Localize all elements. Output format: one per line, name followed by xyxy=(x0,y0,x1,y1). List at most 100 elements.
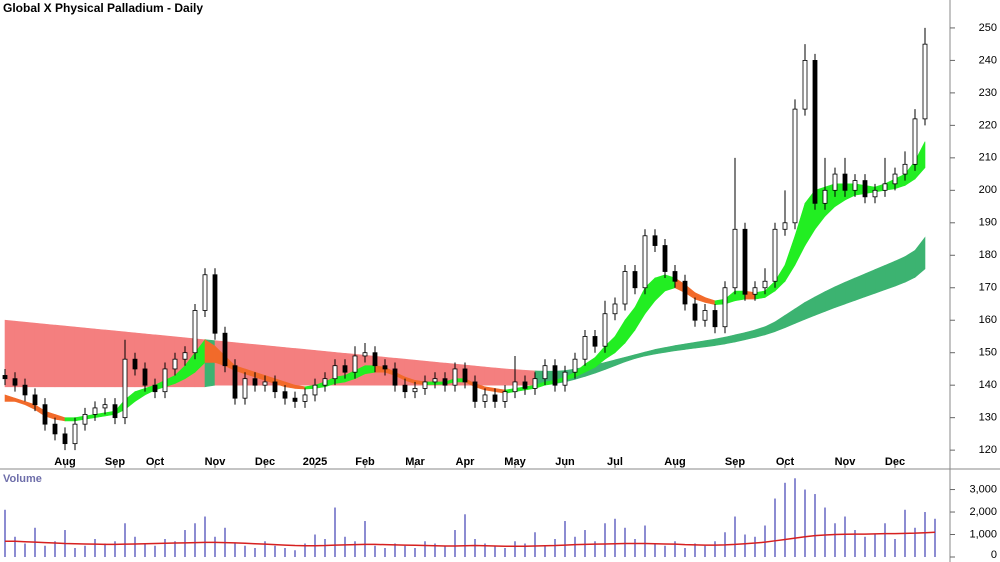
volume-average xyxy=(5,531,936,547)
y-tick-label: 140 xyxy=(979,379,997,391)
volume-bar xyxy=(644,525,646,557)
candle-body xyxy=(212,274,218,334)
candle-body xyxy=(152,384,158,393)
candle-body xyxy=(492,394,498,402)
candle-body xyxy=(432,378,438,383)
candle-body xyxy=(622,271,628,305)
candle-body xyxy=(382,365,388,370)
band-segment xyxy=(874,264,886,294)
volume-bar xyxy=(414,548,416,557)
band-segment xyxy=(914,141,926,180)
candle-body xyxy=(802,60,808,110)
volume-bar xyxy=(524,543,526,557)
candle-body xyxy=(342,365,348,373)
band-segment xyxy=(84,327,96,388)
volume-bar xyxy=(364,521,366,557)
volume-bar xyxy=(654,543,656,557)
candle-body xyxy=(122,358,128,419)
candle-body xyxy=(712,310,718,328)
band-segment xyxy=(834,281,846,308)
volume-bar xyxy=(604,523,606,557)
volume-bar xyxy=(734,516,736,557)
x-tick-label: Sep xyxy=(105,456,125,468)
volume-bar xyxy=(874,534,876,557)
volume-bar xyxy=(834,523,836,557)
y-tick-label: 3,000 xyxy=(969,483,997,495)
volume-bar xyxy=(854,530,856,557)
volume-bar xyxy=(374,545,376,557)
candle-body xyxy=(732,228,738,289)
band-segment xyxy=(44,323,56,388)
y-tick-label: 170 xyxy=(979,282,997,294)
candle-body xyxy=(132,358,138,370)
x-tick-label: Apr xyxy=(456,456,476,468)
y-tick-label: 0 xyxy=(991,549,997,561)
candle-body xyxy=(912,118,918,165)
volume-bar xyxy=(254,548,256,557)
candle-body xyxy=(262,381,268,386)
y-tick-label: 210 xyxy=(979,152,997,164)
volume-bar xyxy=(44,545,46,557)
band-segment xyxy=(494,367,506,386)
candle-body xyxy=(182,352,188,360)
volume-bar xyxy=(564,521,566,557)
volume-bar xyxy=(384,548,386,557)
candle-body xyxy=(702,310,708,321)
y-tick-label: 240 xyxy=(979,54,997,66)
band-segment xyxy=(54,324,66,388)
x-tick-label: Jul xyxy=(607,456,623,468)
band-segment xyxy=(14,320,26,388)
volume-bar xyxy=(494,545,496,557)
candle-body xyxy=(642,235,648,289)
candle-body xyxy=(562,371,568,386)
y-tick-label: 220 xyxy=(979,119,997,131)
candle-body xyxy=(52,423,58,435)
volume-bar xyxy=(804,489,806,557)
candle-body xyxy=(862,180,868,198)
y-tick-label: 120 xyxy=(979,444,997,456)
band-segment xyxy=(64,325,76,388)
x-tick-label: Dec xyxy=(255,456,275,468)
candle-body xyxy=(782,222,788,230)
volume-bar xyxy=(234,543,236,557)
volume-bar xyxy=(554,539,556,557)
volume-bar xyxy=(514,541,516,557)
volume-bar xyxy=(714,541,716,557)
volume-bar xyxy=(754,536,756,557)
candle-body xyxy=(292,397,298,402)
volume-bar xyxy=(14,536,16,557)
band-segment xyxy=(894,256,906,287)
volume-bar xyxy=(304,543,306,557)
candle-body xyxy=(882,183,888,191)
volume-bar xyxy=(894,539,896,557)
volume-bar xyxy=(74,548,76,557)
x-tick-label: Jun xyxy=(555,456,575,468)
volume-bar xyxy=(544,545,546,557)
candle-body xyxy=(872,189,878,198)
volume-bar xyxy=(394,543,396,557)
volume-bar xyxy=(784,482,786,557)
candle-body xyxy=(272,381,278,393)
y-tick-label: 180 xyxy=(979,249,997,261)
volume-bar xyxy=(794,478,796,557)
volume-bar xyxy=(94,539,96,557)
volume-bar xyxy=(744,534,746,557)
volume-bar xyxy=(484,543,486,557)
volume-bar xyxy=(284,548,286,557)
volume-bar xyxy=(824,507,826,557)
x-tick-label: Feb xyxy=(355,456,375,468)
candle-body xyxy=(22,384,28,396)
volume-bar xyxy=(664,545,666,557)
volume-bar xyxy=(84,545,86,557)
volume-bar xyxy=(164,539,166,557)
candle-body xyxy=(592,336,598,347)
band-segment xyxy=(884,260,896,291)
candle-body xyxy=(892,173,898,185)
candle-body xyxy=(242,378,248,399)
y-tick-label: 230 xyxy=(979,87,997,99)
volume-bar xyxy=(4,509,6,557)
candle-body xyxy=(512,381,518,393)
candle-body xyxy=(772,228,778,282)
